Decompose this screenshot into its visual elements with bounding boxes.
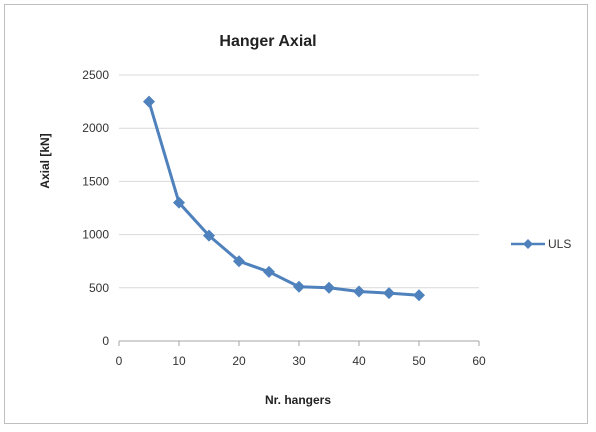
data-point (323, 281, 335, 294)
data-point (173, 196, 185, 209)
axes (118, 340, 480, 346)
series-line-uls (147, 101, 420, 297)
y-tick-label: 1500 (82, 174, 109, 188)
chart-frame: Hanger Axial 0 500 1000 1500 2000 2500 0 10 20 30… (4, 4, 588, 424)
data-point (233, 255, 245, 268)
x-tick-label: 40 (352, 354, 366, 368)
x-tick-label: 50 (412, 354, 426, 368)
data-point (353, 285, 365, 298)
x-axis-label: Nr. hangers (265, 393, 331, 407)
x-tick-label: 20 (232, 354, 246, 368)
y-tick-label: 0 (102, 334, 109, 348)
series-layer (143, 95, 425, 302)
x-tick-label: 60 (472, 354, 486, 368)
data-point (413, 289, 425, 302)
legend: ULS (511, 237, 571, 251)
x-tick-label: 0 (116, 354, 123, 368)
line-chart: Hanger Axial 0 500 1000 1500 2000 2500 0 10 20 30… (38, 33, 571, 407)
y-tick-label: 2000 (82, 121, 109, 135)
data-point (263, 265, 275, 278)
legend-marker-uls (523, 239, 533, 249)
y-tick-label: 500 (89, 281, 109, 295)
gridlines (119, 74, 479, 289)
x-tick-label: 10 (172, 354, 186, 368)
data-point (293, 280, 305, 293)
x-tick-label: 30 (292, 354, 306, 368)
tick-labels: 0 500 1000 1500 2000 2500 0 10 20 30 40 50 60 (82, 68, 486, 368)
data-point (203, 229, 215, 242)
data-point (383, 287, 395, 300)
y-tick-label: 2500 (82, 68, 109, 82)
legend-label-uls: ULS (548, 237, 571, 251)
y-tick-label: 1000 (82, 228, 109, 242)
y-axis-label: Axial [kN] (38, 133, 52, 188)
chart-title: Hanger Axial (219, 33, 316, 50)
data-point (143, 95, 155, 108)
